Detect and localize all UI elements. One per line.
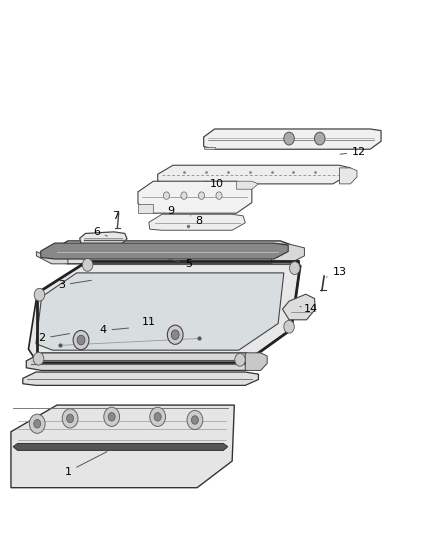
Text: 11: 11 — [142, 318, 156, 327]
Polygon shape — [237, 181, 258, 189]
Polygon shape — [138, 181, 252, 213]
Circle shape — [171, 330, 179, 340]
Circle shape — [34, 419, 41, 428]
Polygon shape — [80, 232, 127, 245]
Polygon shape — [13, 443, 228, 450]
Polygon shape — [36, 252, 68, 264]
Text: 6: 6 — [93, 227, 107, 237]
Circle shape — [104, 407, 120, 426]
Text: 5: 5 — [169, 259, 192, 269]
Text: 10: 10 — [206, 179, 224, 189]
Polygon shape — [138, 204, 153, 213]
Polygon shape — [52, 241, 289, 264]
Polygon shape — [11, 405, 234, 488]
Polygon shape — [204, 129, 381, 149]
Circle shape — [290, 262, 300, 274]
Text: 1: 1 — [64, 451, 107, 477]
Circle shape — [150, 407, 166, 426]
Text: 13: 13 — [326, 267, 346, 277]
Polygon shape — [149, 214, 245, 230]
Polygon shape — [36, 273, 284, 350]
Circle shape — [191, 416, 198, 424]
Text: 12: 12 — [340, 147, 366, 157]
Text: 14: 14 — [300, 304, 318, 314]
Polygon shape — [245, 353, 267, 370]
Circle shape — [62, 409, 78, 428]
Circle shape — [314, 132, 325, 145]
Text: 8: 8 — [191, 216, 203, 226]
Circle shape — [73, 330, 89, 350]
Text: 3: 3 — [58, 280, 92, 290]
Circle shape — [34, 288, 45, 301]
Text: 9: 9 — [164, 206, 174, 215]
Circle shape — [33, 352, 44, 365]
Circle shape — [77, 335, 85, 345]
Polygon shape — [283, 294, 315, 320]
Polygon shape — [272, 244, 304, 264]
Polygon shape — [26, 353, 261, 370]
Circle shape — [108, 413, 115, 421]
Circle shape — [181, 192, 187, 199]
Text: 7: 7 — [113, 211, 120, 228]
Polygon shape — [339, 168, 357, 184]
Polygon shape — [41, 243, 288, 259]
Circle shape — [67, 414, 74, 423]
Circle shape — [187, 410, 203, 430]
Circle shape — [167, 325, 183, 344]
Circle shape — [154, 413, 161, 421]
Circle shape — [284, 132, 294, 145]
Polygon shape — [204, 147, 215, 149]
Circle shape — [235, 353, 245, 366]
Circle shape — [29, 414, 45, 433]
Circle shape — [284, 320, 294, 333]
Circle shape — [216, 192, 222, 199]
Polygon shape — [158, 165, 350, 184]
Text: 2: 2 — [38, 334, 70, 343]
Polygon shape — [28, 261, 300, 362]
Text: 4: 4 — [99, 326, 129, 335]
Circle shape — [163, 192, 170, 199]
Circle shape — [82, 259, 93, 271]
Circle shape — [198, 192, 205, 199]
Polygon shape — [23, 372, 258, 385]
